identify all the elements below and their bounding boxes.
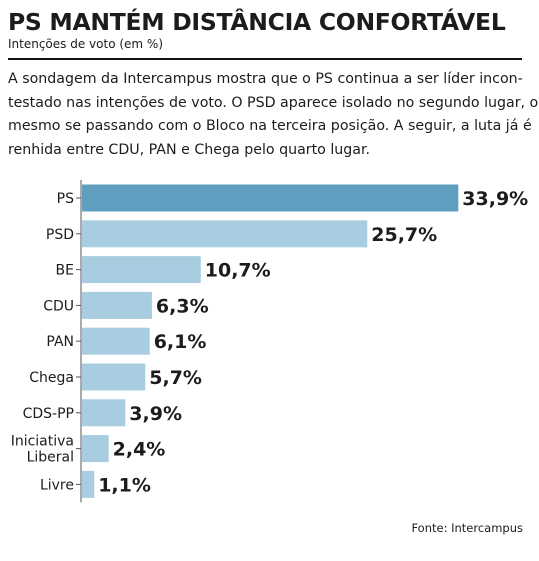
bar-chart: PS 33,9% PSD 25,7% BE 10,7% CDU 6,3% PAN 6,1% Cheg… xyxy=(11,180,528,503)
value-label: 10,7% xyxy=(205,260,271,282)
bar xyxy=(82,184,459,212)
category-label: Iniciativa Liberal xyxy=(11,434,74,466)
category-label: PSD xyxy=(46,227,74,243)
bar xyxy=(82,470,95,498)
intro-line: renhida entre CDU, PAN e Chega pelo quar… xyxy=(8,141,371,158)
category-label: Livre xyxy=(40,477,74,493)
chart-subtitle: Intenções de voto (em %) xyxy=(8,37,163,51)
intro-line: mesmo se passando com o Bloco na terceir… xyxy=(8,118,532,134)
category-label: PS xyxy=(57,191,74,207)
bar xyxy=(82,291,152,319)
value-label: 2,4% xyxy=(113,439,166,461)
category-label: Chega xyxy=(29,370,74,386)
category-label: PAN xyxy=(46,334,74,350)
title-rule xyxy=(8,58,522,60)
value-label: 6,3% xyxy=(156,295,209,317)
bar xyxy=(82,220,368,248)
category-label: CDS-PP xyxy=(23,406,74,422)
intro-line: A sondagem da Intercampus mostra que o P… xyxy=(8,71,523,87)
value-label: 6,1% xyxy=(154,331,207,353)
bar xyxy=(82,399,126,427)
intro-line: testado nas intenções de voto. O PSD apa… xyxy=(8,94,539,111)
category-label: CDU xyxy=(43,298,74,314)
bar xyxy=(82,435,109,463)
intro-paragraph: A sondagem da Intercampus mostra que o P… xyxy=(8,68,539,162)
chart-title: PS MANTÉM DISTÂNCIA CONFORTÁVEL xyxy=(8,8,506,36)
bar xyxy=(82,327,150,355)
bar xyxy=(82,363,146,391)
value-label: 5,7% xyxy=(149,367,202,389)
category-label: BE xyxy=(56,263,74,279)
value-label: 25,7% xyxy=(371,224,437,246)
value-label: 1,1% xyxy=(98,474,151,496)
value-label: 33,9% xyxy=(462,188,528,210)
value-label: 3,9% xyxy=(129,403,182,425)
source-note: Fonte: Intercampus xyxy=(411,521,523,535)
bar xyxy=(82,256,201,284)
